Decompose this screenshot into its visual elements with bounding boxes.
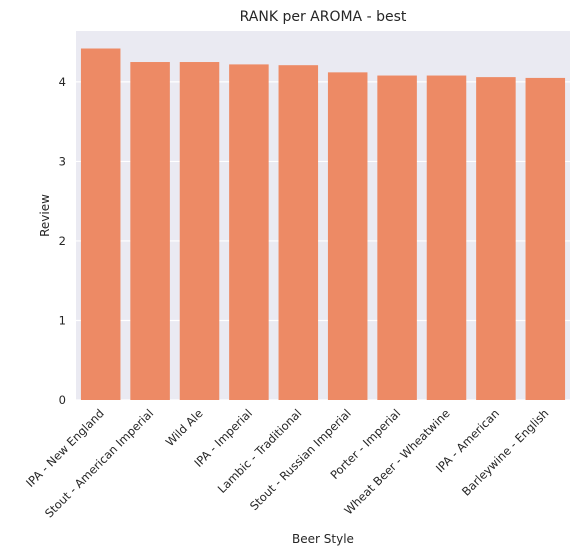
bar — [476, 77, 516, 400]
bar — [426, 75, 467, 400]
bar — [525, 77, 566, 400]
chart-title: RANK per AROMA - best — [240, 9, 407, 25]
x-tick-label: Barleywine - English — [459, 406, 551, 498]
y-tick-label: 4 — [59, 75, 66, 89]
bars — [80, 48, 566, 401]
bar — [327, 72, 368, 400]
bar — [229, 64, 269, 400]
bar — [80, 48, 121, 400]
bar — [179, 62, 220, 401]
bar — [278, 65, 319, 401]
y-tick-label: 1 — [59, 313, 66, 327]
bar — [377, 75, 417, 400]
y-axis-label: Review — [38, 194, 52, 237]
x-axis-label: Beer Style — [292, 532, 354, 546]
y-axis-ticks: 0 1 2 3 4 — [59, 75, 66, 407]
x-tick-label: Stout - Russian Imperial — [247, 406, 354, 513]
bar — [130, 62, 170, 401]
y-tick-label: 2 — [59, 234, 66, 248]
y-tick-label: 0 — [59, 393, 66, 407]
x-tick-label: Wild Ale — [163, 406, 206, 449]
y-tick-label: 3 — [59, 154, 66, 168]
x-tick-label: Lambic - Traditional — [215, 406, 305, 496]
